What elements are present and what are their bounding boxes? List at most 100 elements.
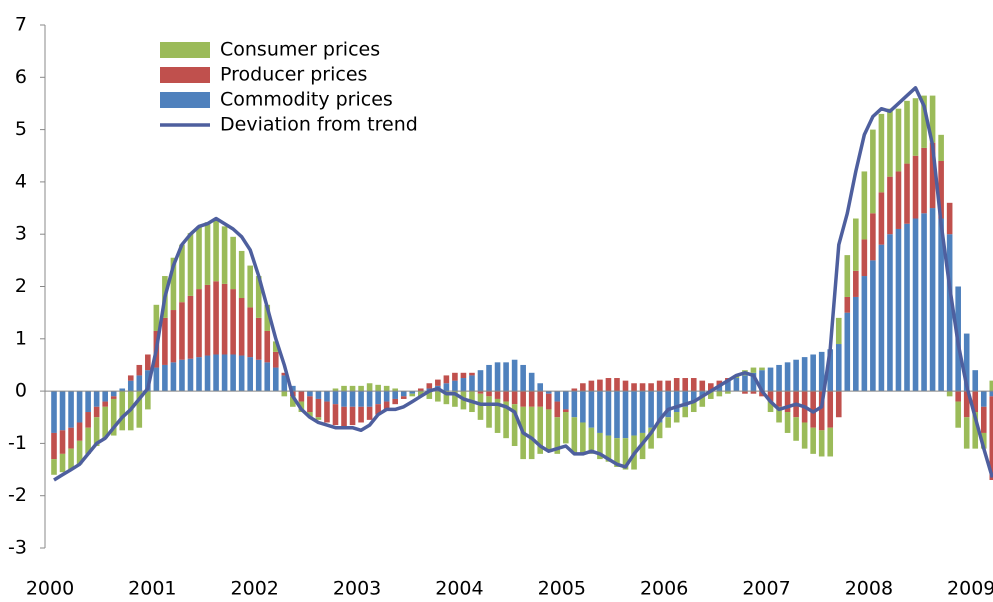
bar [452, 372, 458, 381]
bar [818, 351, 825, 392]
bar [767, 367, 774, 392]
bar [545, 391, 552, 394]
bar [392, 388, 398, 392]
bar [162, 364, 168, 392]
bar [383, 401, 390, 410]
bar [153, 367, 160, 392]
bar [409, 393, 416, 397]
bar [358, 385, 364, 392]
bar [520, 364, 526, 392]
bar [307, 412, 313, 418]
bar [750, 367, 757, 373]
x-tick-label: 2009 [947, 578, 993, 600]
bar [307, 391, 313, 397]
bar [639, 391, 646, 433]
bar [76, 391, 83, 423]
bar [904, 163, 910, 224]
bar [844, 296, 851, 313]
bar [690, 401, 697, 413]
bar [366, 383, 373, 392]
bar [955, 391, 961, 402]
bar [597, 391, 603, 433]
bar [358, 406, 364, 423]
bar [895, 228, 902, 392]
x-tick-label: 2004 [435, 578, 483, 600]
y-tick-label: 3 [15, 223, 27, 245]
bar [835, 391, 842, 418]
bar [170, 310, 177, 363]
legend-swatch [160, 92, 210, 108]
bar [827, 391, 834, 428]
bar [281, 391, 288, 397]
y-tick-label: -2 [8, 484, 27, 506]
bar [119, 391, 126, 431]
bar [349, 406, 356, 426]
bar [511, 391, 518, 405]
bar [349, 391, 356, 407]
y-tick-label: 7 [15, 14, 27, 36]
bar [68, 391, 74, 428]
bar [187, 358, 194, 392]
bar [341, 385, 347, 392]
bar [110, 391, 117, 397]
bar [383, 391, 390, 402]
bar [85, 427, 91, 454]
bar [213, 218, 219, 282]
bar [631, 391, 637, 436]
bar [332, 388, 339, 392]
bar [699, 396, 706, 407]
bar [639, 383, 646, 392]
bar [272, 351, 279, 368]
bar [793, 417, 799, 441]
bar [127, 380, 134, 392]
bar [59, 430, 66, 454]
bar [682, 391, 689, 407]
bar [904, 223, 910, 392]
bar [921, 95, 927, 148]
bar [204, 222, 211, 285]
bar [59, 453, 66, 473]
bar [588, 391, 595, 428]
bar [673, 412, 680, 423]
bar [784, 391, 791, 413]
bar [972, 370, 979, 392]
bar [571, 391, 578, 418]
bar [204, 355, 211, 392]
y-tick-label: 1 [15, 327, 27, 349]
bar [272, 367, 279, 392]
bar [435, 391, 441, 402]
bar [699, 391, 706, 397]
bar [119, 388, 126, 392]
legend-swatch [160, 42, 210, 58]
bar [878, 113, 885, 193]
bar [255, 317, 262, 360]
bar [503, 391, 509, 402]
bar [801, 357, 808, 392]
bar [938, 218, 944, 392]
bar [179, 302, 185, 360]
bar [648, 383, 654, 392]
bar [622, 391, 629, 439]
bar [938, 160, 944, 219]
bar [946, 202, 953, 235]
bar [861, 276, 868, 392]
x-tick-label: 2001 [128, 578, 176, 600]
bar [238, 298, 245, 356]
legend-label: Commodity prices [220, 89, 393, 111]
bar [366, 391, 373, 407]
bar [494, 362, 501, 392]
bar [716, 380, 723, 386]
x-tick-label: 2003 [333, 578, 381, 600]
bar [51, 459, 57, 475]
bar [290, 385, 296, 392]
bar [810, 427, 816, 454]
y-tick-label: 2 [15, 275, 27, 297]
bar [835, 344, 842, 392]
bar [136, 364, 143, 376]
bar [162, 317, 168, 365]
bar [494, 391, 501, 399]
bar [946, 391, 953, 397]
bar [827, 427, 834, 457]
bar [776, 364, 782, 392]
bar [656, 380, 663, 392]
